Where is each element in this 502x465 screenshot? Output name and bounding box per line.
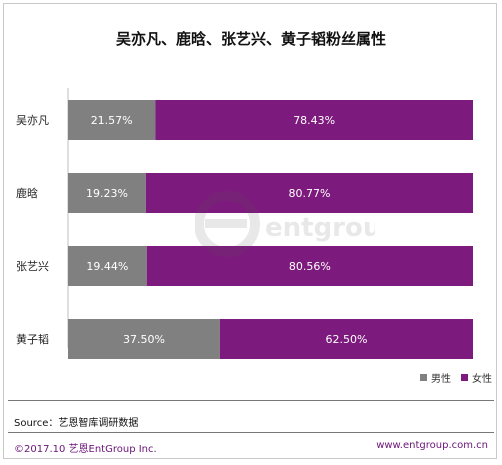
source-divider	[8, 400, 494, 401]
category-label: 鹿晗	[16, 186, 38, 200]
bar-segment-female	[145, 173, 473, 213]
chart-frame	[3, 3, 497, 459]
data-label: 80.56%	[289, 260, 331, 273]
footer-copyright: ©2017.10 艺恩EntGroup Inc.	[14, 444, 157, 455]
category-label: 张艺兴	[16, 260, 49, 273]
legend-label-female: 女性	[472, 373, 492, 385]
chart-title: 吴亦凡、鹿晗、张艺兴、黄子韬粉丝属性	[115, 30, 386, 48]
bar-segment-female	[146, 246, 473, 286]
data-label: 19.23%	[86, 187, 128, 200]
category-label: 黄子韬	[16, 332, 49, 346]
bar-segment-male	[68, 100, 156, 140]
data-label: 78.43%	[293, 114, 335, 127]
legend-item-female: 女性	[461, 370, 492, 385]
bar-segment-male	[68, 246, 147, 286]
legend-item-male: 男性	[420, 370, 451, 385]
data-label: 62.50%	[325, 333, 367, 346]
footer-divider	[8, 432, 494, 433]
bar-segment-female	[155, 100, 473, 140]
legend-label-male: 男性	[431, 373, 451, 385]
data-label: 21.57%	[91, 114, 133, 127]
footer-website: www.entgroup.com.cn	[376, 440, 488, 451]
category-label: 吴亦凡	[16, 113, 49, 127]
legend: 男性 女性	[0, 370, 492, 385]
bar-segment-female	[219, 319, 473, 359]
legend-swatch-male	[420, 373, 427, 381]
legend-swatch-female	[461, 373, 468, 381]
source-text: Source：艺恩智库调研数据	[14, 418, 139, 429]
data-label: 80.77%	[288, 187, 330, 200]
bar-segment-male	[68, 173, 146, 213]
bar-segment-male	[68, 319, 220, 359]
data-label: 19.44%	[86, 260, 128, 273]
data-label: 37.50%	[123, 333, 165, 346]
